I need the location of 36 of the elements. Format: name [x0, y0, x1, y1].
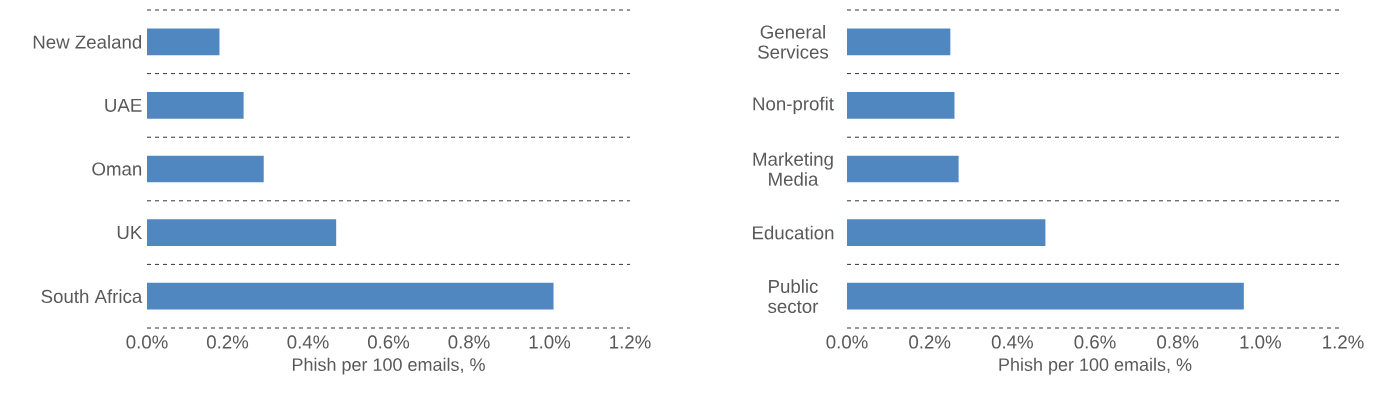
y-tick-label: Marketing Media — [753, 152, 833, 186]
bar — [147, 28, 220, 56]
x-tick-label: 0.2% — [206, 335, 249, 349]
bar — [847, 28, 951, 56]
y-tick-label: General Services — [758, 24, 829, 59]
x-tick-label: 0.4% — [991, 335, 1033, 349]
bar — [847, 219, 1046, 246]
x-tick-label: 0.8% — [1157, 335, 1199, 349]
y-tick-label: Public sector — [768, 279, 819, 314]
bar — [847, 282, 1244, 310]
x-axis-title: Phish per 100 emails, % — [292, 357, 485, 375]
x-tick-label: 0.6% — [1074, 335, 1116, 349]
x-tick-label: 0.0% — [826, 335, 868, 349]
y-tick-label: UAE — [105, 98, 142, 112]
x-tick-label: 0.4% — [287, 335, 329, 349]
bar — [147, 92, 244, 119]
y-tick-label: Education — [753, 225, 834, 240]
y-tick-label: UK — [117, 226, 143, 240]
x-tick-label: 1.0% — [1240, 335, 1281, 349]
y-tick-label: Non-profit — [753, 96, 834, 115]
x-tick-label: 1.2% — [610, 335, 651, 349]
bar — [147, 282, 554, 310]
bar — [147, 219, 337, 246]
x-tick-label: 1.0% — [529, 335, 571, 349]
x-tick-label: 1.2% — [1323, 335, 1364, 349]
x-tick-label: 0.0% — [126, 335, 168, 349]
y-tick-label: New Zealand — [33, 34, 142, 49]
y-tick-label: South Africa — [41, 289, 143, 304]
x-tick-label: 0.2% — [909, 335, 951, 349]
bar — [847, 155, 959, 183]
bar — [147, 155, 264, 183]
bar — [847, 92, 955, 119]
y-tick-label: Oman — [92, 162, 142, 176]
x-axis-title: Phish per 100 emails, % — [999, 357, 1192, 375]
x-tick-label: 0.6% — [367, 335, 410, 349]
x-tick-label: 0.8% — [448, 335, 490, 349]
